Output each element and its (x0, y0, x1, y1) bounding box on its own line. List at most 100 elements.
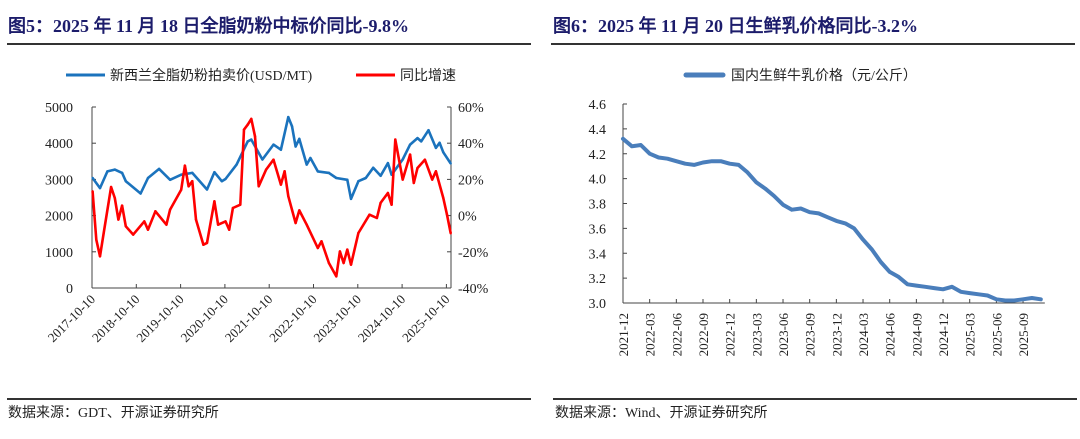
data-point-yoy (113, 196, 116, 200)
data-point-price (442, 151, 445, 154)
data-point-milk-price (808, 210, 812, 214)
x-tick-label: 2023-12 (829, 313, 844, 356)
data-point-price (401, 158, 404, 161)
data-point-yoy (117, 218, 120, 221)
right-chart-title: 图6：2025 年 11 月 20 日生鲜乳价格同比-3.2% (553, 16, 918, 36)
data-point-yoy (386, 191, 390, 195)
data-point-milk-price (719, 159, 723, 163)
left-title-divider (7, 43, 531, 45)
data-point-price (261, 158, 264, 161)
data-point-yoy (379, 201, 382, 205)
data-point-yoy (253, 135, 257, 138)
data-point-yoy (213, 200, 216, 203)
data-point-yoy (264, 168, 268, 171)
data-point-milk-price (763, 187, 767, 191)
x-tick-label: 2024-06 (883, 313, 898, 357)
data-point-milk-price (932, 286, 936, 290)
data-point-yoy (338, 250, 342, 253)
data-point-milk-price (701, 160, 705, 164)
series-line-yoy (91, 117, 452, 278)
data-point-yoy (187, 185, 190, 188)
data-point-price (438, 141, 441, 145)
left-source-note: 数据来源：GDT、开源证券研究所 (8, 406, 219, 421)
data-point-yoy (327, 261, 331, 265)
y-tick-label: 3.6 (589, 222, 607, 237)
right-y-tick-label: 40% (458, 137, 484, 152)
data-point-milk-price (870, 248, 874, 252)
data-point-price (419, 140, 423, 143)
data-point-yoy (283, 170, 286, 173)
data-point-price (246, 140, 249, 143)
data-point-price (250, 138, 253, 141)
data-point-yoy (368, 213, 371, 216)
data-point-milk-price (950, 285, 954, 289)
data-point-price (220, 180, 224, 183)
data-point-milk-price (639, 143, 643, 147)
right-y-tick-label: 60% (458, 101, 484, 116)
data-point-milk-price (710, 159, 714, 163)
data-point-yoy (165, 223, 168, 226)
data-point-milk-price (1021, 297, 1025, 301)
right-y-tick-label: 20% (458, 173, 484, 188)
data-point-yoy (442, 196, 445, 200)
data-point-price (316, 170, 319, 173)
data-point-yoy (102, 231, 105, 235)
data-point-yoy (98, 255, 102, 258)
x-tick-label: 2025-03 (963, 313, 978, 356)
legend-label-yoy: 同比增速 (400, 68, 456, 84)
data-point-yoy (120, 204, 124, 207)
data-point-milk-price (772, 194, 776, 198)
data-point-yoy (431, 178, 434, 181)
x-tick-label: 2022-09 (696, 313, 711, 356)
right-title-divider (551, 43, 1075, 45)
data-point-yoy (154, 210, 157, 213)
data-point-milk-price (852, 226, 856, 230)
data-point-milk-price (817, 211, 821, 215)
data-point-yoy (394, 138, 397, 141)
data-point-milk-price (630, 144, 634, 148)
data-point-yoy (231, 206, 235, 210)
left-y-tick-label: 4000 (45, 137, 73, 152)
left-y-tick-label: 0 (66, 282, 73, 297)
data-point-price (106, 170, 109, 173)
x-tick-label: 2025-10-10 (399, 292, 453, 346)
data-point-yoy (279, 183, 283, 186)
y-tick-label: 3.4 (589, 247, 607, 262)
x-tick-label: 2025-09 (1016, 313, 1031, 356)
data-point-price (224, 177, 227, 181)
data-point-milk-price (994, 297, 998, 301)
data-point-yoy (183, 164, 187, 167)
data-point-yoy (390, 203, 393, 206)
data-point-yoy (342, 261, 345, 265)
data-point-yoy (143, 220, 146, 223)
x-tick-label: 2021-10-10 (222, 292, 276, 346)
right-source-divider (553, 398, 1077, 400)
data-point-milk-price (657, 155, 661, 159)
left-y-tick-label: 1000 (45, 246, 73, 261)
data-point-yoy (191, 180, 194, 183)
data-point-yoy (445, 213, 449, 216)
data-point-yoy (95, 238, 98, 241)
data-point-price (298, 137, 301, 141)
data-point-milk-price (621, 137, 625, 141)
data-point-price (168, 178, 172, 181)
x-tick-label: 2021-12 (616, 313, 631, 356)
data-point-milk-price (648, 152, 652, 156)
data-point-milk-price (692, 163, 696, 167)
data-point-price (305, 163, 308, 166)
data-point-price (309, 156, 312, 160)
data-point-yoy (257, 185, 260, 188)
data-point-milk-price (968, 291, 972, 295)
data-point-price (290, 124, 294, 128)
y-tick-label: 4.4 (589, 123, 607, 138)
data-point-price (357, 180, 360, 183)
data-point-milk-price (1012, 299, 1016, 303)
data-point-milk-price (745, 170, 749, 174)
data-point-price (408, 143, 412, 146)
data-point-price (287, 115, 290, 119)
data-point-milk-price (888, 270, 892, 274)
data-point-milk-price (754, 180, 758, 184)
y-tick-label: 3.8 (589, 198, 607, 213)
data-point-yoy (449, 232, 452, 235)
